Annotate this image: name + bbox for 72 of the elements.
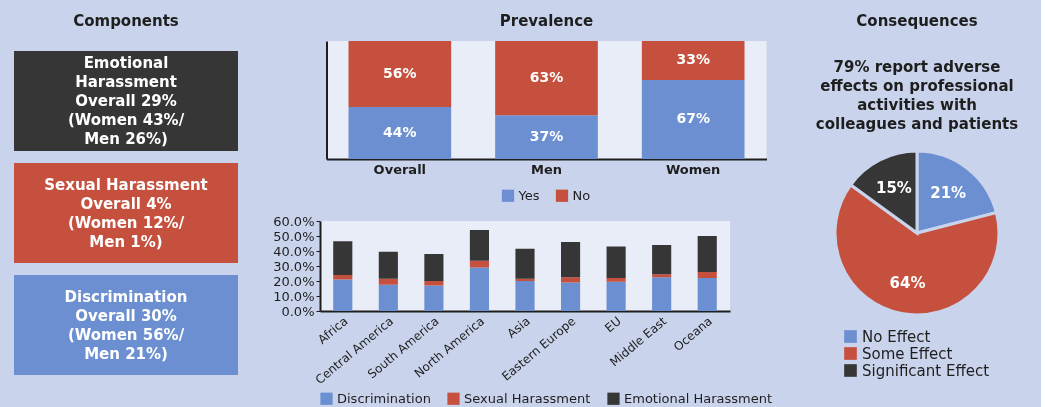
bar	[424, 254, 444, 281]
chart-title: Consequences	[856, 12, 978, 30]
legend-label: Yes	[517, 187, 540, 203]
data-label: 15%	[875, 178, 912, 197]
legend-label: Sexual Harassment	[464, 390, 591, 406]
bar	[697, 278, 717, 311]
data-label: 63%	[529, 69, 564, 86]
bar	[515, 281, 535, 311]
text: Discrimination	[64, 287, 188, 306]
text: Components	[73, 12, 179, 30]
data-label: 67%	[676, 110, 710, 127]
text: Overall 30% (Women 56%/ Men 21%)	[67, 306, 185, 363]
bar	[560, 282, 581, 311]
chart-subtitle: 79% report adverse effects on professional activities with colleagues and patients	[815, 58, 1019, 133]
y-tick-label: 20.0%	[273, 273, 315, 289]
legend-label: No Effect	[862, 327, 931, 346]
legend-label: Emotional Harassment	[624, 390, 773, 406]
bar	[515, 248, 535, 279]
bar	[641, 79, 745, 159]
bar	[652, 274, 672, 278]
bar	[333, 279, 353, 311]
bar	[697, 236, 717, 272]
bar	[378, 278, 398, 285]
bar	[378, 251, 398, 279]
legend-label: No	[572, 187, 591, 203]
y-tick-label: 0.0%	[281, 303, 315, 319]
x-tick-label: Overall	[373, 161, 427, 177]
data-label: 44%	[383, 124, 417, 141]
bar	[606, 281, 626, 311]
bar	[333, 275, 353, 280]
x-tick-label: Asia	[504, 313, 533, 341]
y-tick-label: 40.0%	[273, 243, 315, 259]
bar	[560, 242, 581, 278]
bar	[606, 278, 626, 282]
y-tick-label: 50.0%	[273, 228, 315, 244]
bar	[469, 267, 490, 311]
legend-label: Significant Effect	[862, 361, 990, 380]
bar	[469, 260, 490, 268]
bar	[652, 245, 672, 275]
x-tick-label: Men	[530, 161, 563, 177]
bar	[606, 246, 626, 278]
legend-label: Some Effect	[862, 344, 953, 363]
data-label: 64%	[889, 273, 926, 292]
data-label: 33%	[676, 51, 710, 68]
bar	[560, 277, 581, 283]
legend-label: Discrimination	[337, 390, 431, 406]
text: Overall 29% (Women 43%/ Men 26%)	[67, 92, 185, 148]
text: Overall 4% (Women 12%/ Men 1%)	[67, 194, 185, 251]
bar	[515, 278, 535, 281]
bar	[424, 285, 444, 311]
y-tick-label: 10.0%	[273, 288, 315, 304]
x-tick-label: EU	[602, 313, 624, 336]
bar	[378, 284, 398, 311]
text: Sexual Harassment	[44, 175, 208, 194]
chart-title: Prevalence	[499, 12, 594, 30]
data-label: 21%	[930, 183, 967, 202]
bar	[652, 277, 672, 311]
bar	[348, 107, 452, 159]
bar	[641, 41, 745, 80]
bar	[495, 115, 598, 159]
bar	[469, 230, 490, 261]
data-label: 56%	[383, 65, 417, 82]
y-tick-label: 60.0%	[273, 213, 315, 229]
bar	[348, 41, 452, 108]
bar	[495, 41, 598, 116]
text: Emotional Harassment	[75, 54, 177, 91]
x-tick-label: Women	[665, 161, 721, 177]
data-label: 37%	[529, 128, 564, 145]
bar	[424, 281, 444, 286]
bar	[697, 272, 717, 278]
y-tick-label: 30.0%	[273, 258, 315, 274]
bar	[333, 241, 353, 275]
